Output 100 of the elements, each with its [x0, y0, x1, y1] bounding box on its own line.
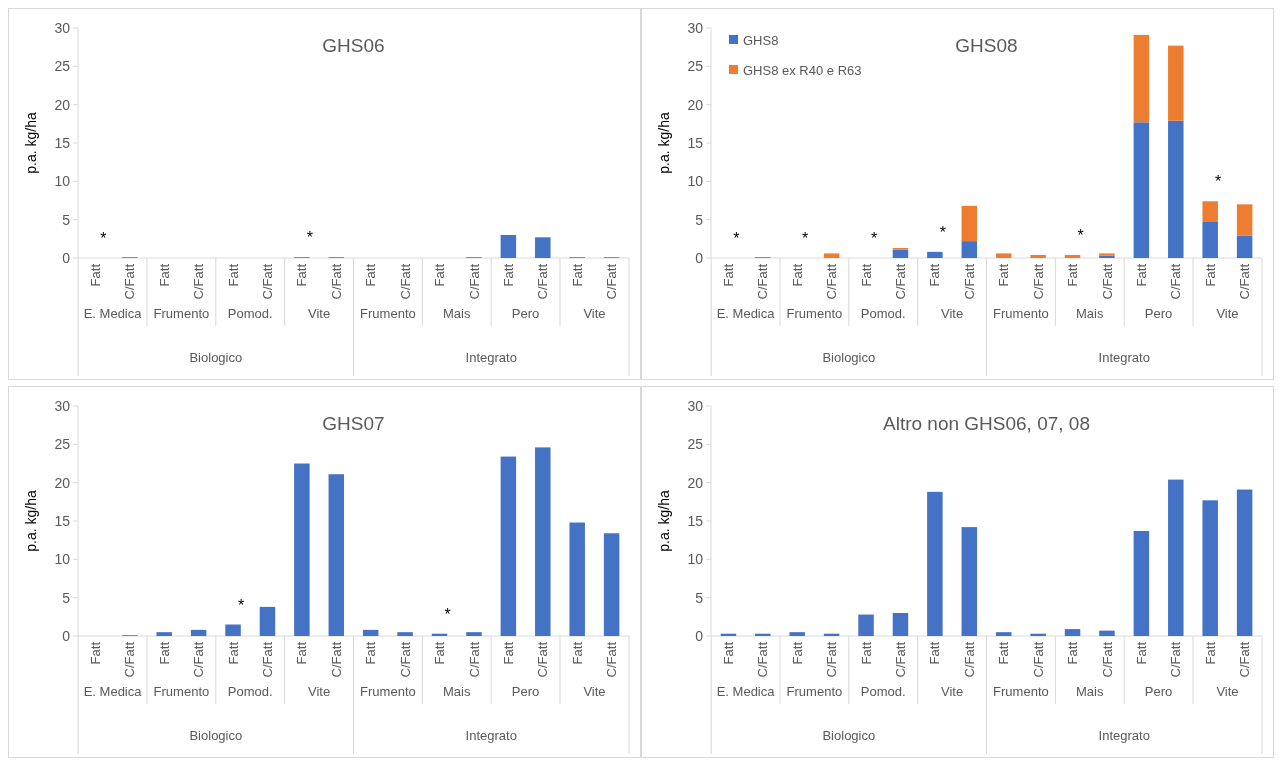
x-tick-label: Fatt	[789, 641, 805, 665]
chart-title: GHS07	[322, 413, 385, 434]
legend-label: GHS8	[743, 32, 779, 48]
y-tick-label: 0	[695, 627, 704, 644]
bar	[927, 491, 943, 636]
text: Biologico	[822, 350, 876, 365]
bar	[858, 614, 874, 636]
x-tick-label: Fatt	[500, 641, 516, 665]
y-tick-label: 10	[687, 173, 704, 190]
bar	[789, 632, 805, 636]
bar	[1168, 45, 1184, 121]
x-tick-label: Fatt	[363, 263, 379, 287]
y-tick-label: 10	[54, 173, 71, 190]
x-tick-label: Fatt	[569, 641, 585, 665]
bar	[995, 253, 1012, 258]
x-tick-label: C/Fatt	[1099, 641, 1115, 678]
x-tick-label: C/Fatt	[328, 263, 344, 300]
bar	[500, 235, 517, 258]
x-tick-label: Fatt	[1133, 641, 1149, 665]
bar	[1168, 479, 1184, 636]
x-tick-label: C/Fatt	[604, 263, 620, 300]
y-tick-label: 25	[687, 58, 704, 75]
bar	[927, 251, 943, 258]
x-tick-label: C/Fatt	[1237, 641, 1253, 678]
x-tick-label: Fatt	[720, 263, 736, 287]
text: Mais	[443, 684, 471, 699]
bar	[1202, 221, 1218, 258]
data-label: *	[802, 230, 809, 247]
y-axis-title: p.a. kg/ha	[656, 490, 672, 552]
y-tick-label: 0	[62, 249, 71, 266]
text: Vite	[941, 306, 964, 321]
x-tick-label: Fatt	[1133, 263, 1149, 287]
y-tick-label: 15	[687, 512, 704, 529]
legend-label: GHS8 ex R40 e R63	[743, 62, 862, 78]
bar	[1202, 500, 1218, 636]
bar	[466, 632, 482, 636]
text: Biologico	[189, 728, 243, 743]
text: Frumento	[153, 306, 210, 321]
x-tick-label: Fatt	[500, 263, 516, 287]
text: E. Medica	[83, 306, 143, 321]
x-tick-label: Fatt	[156, 263, 172, 287]
data-label: *	[237, 596, 245, 614]
x-tick-label: C/Fatt	[961, 641, 977, 678]
y-tick-label: 5	[695, 211, 704, 228]
text: Pero	[1144, 684, 1173, 699]
bar	[1168, 120, 1184, 258]
x-tick-label: C/Fatt	[1030, 263, 1046, 300]
x-tick-label: C/Fatt	[824, 641, 840, 678]
y-tick-label: 20	[54, 474, 71, 491]
text: Mais	[1076, 306, 1104, 321]
y-tick-label: 10	[54, 551, 71, 568]
y-tick-label: 25	[54, 436, 71, 453]
data-label: *	[1077, 226, 1084, 244]
bar	[961, 527, 978, 636]
y-tick-label: 25	[54, 58, 71, 75]
y-tick-label: 0	[62, 627, 71, 644]
bar	[603, 533, 620, 636]
text: Frumento	[786, 684, 843, 699]
x-tick-label: Fatt	[927, 263, 943, 287]
text: Vite	[583, 306, 606, 321]
bar	[397, 632, 413, 636]
y-tick-label: 15	[54, 512, 71, 529]
x-tick-label: C/Fatt	[122, 263, 138, 300]
bar	[961, 205, 978, 242]
x-tick-label: Fatt	[294, 641, 310, 665]
x-tick-label: C/Fatt	[824, 263, 840, 300]
x-tick-label: C/Fatt	[328, 641, 344, 678]
text: Integrato	[1098, 728, 1150, 743]
bar	[1030, 254, 1046, 258]
bar	[1133, 34, 1150, 123]
y-tick-label: 20	[687, 96, 704, 113]
y-tick-label: 15	[687, 134, 704, 151]
bar	[1133, 122, 1150, 258]
text: Frumento	[993, 684, 1049, 699]
bar	[500, 456, 517, 636]
x-tick-label: Fatt	[1202, 641, 1218, 665]
x-tick-label: Fatt	[225, 263, 241, 287]
bar	[1133, 530, 1150, 636]
bar	[294, 463, 310, 636]
text: Frumento	[360, 306, 416, 321]
y-tick-label: 5	[695, 589, 704, 606]
bar	[1202, 201, 1218, 222]
x-tick-label: Fatt	[432, 641, 448, 665]
chart-title: GHS08	[955, 35, 1018, 56]
x-tick-label: Fatt	[996, 263, 1012, 287]
x-tick-label: Fatt	[87, 263, 103, 287]
y-tick-label: 15	[54, 134, 71, 151]
y-tick-label: 30	[687, 19, 704, 36]
y-tick-label: 25	[687, 436, 704, 453]
x-tick-label: Fatt	[294, 263, 310, 287]
x-tick-label: Fatt	[1065, 641, 1081, 665]
x-tick-label: C/Fatt	[755, 263, 771, 300]
chart-title: Altro non GHS06, 07, 08	[882, 413, 1091, 434]
bar	[823, 253, 840, 258]
x-tick-label: C/Fatt	[893, 641, 909, 678]
text: Vite	[1216, 684, 1239, 699]
text: Mais	[443, 306, 471, 321]
x-tick-label: Fatt	[858, 641, 874, 665]
text: Integrato	[465, 728, 517, 743]
bar	[362, 629, 379, 636]
